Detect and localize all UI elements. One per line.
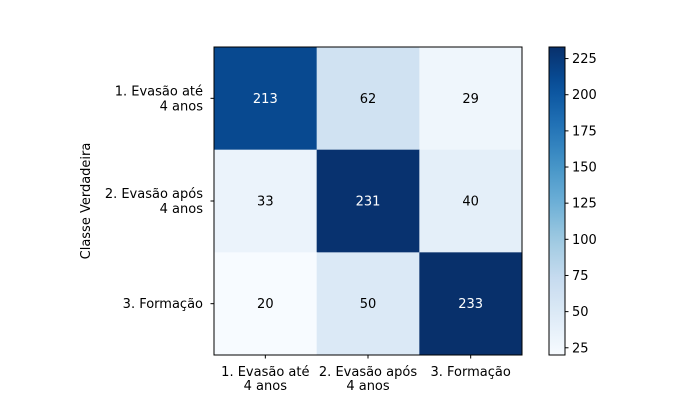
heatmap-frame [213, 46, 523, 356]
heatmap-cell [214, 47, 318, 151]
y-axis-label: Classe Verdadeira [79, 143, 94, 260]
heatmap-cell [214, 252, 318, 356]
colorbar-tick-label: 50 [572, 305, 589, 320]
y-tick-label: 1. Evasão até [115, 84, 203, 99]
heatmap-cell [316, 252, 420, 356]
colorbar-tick-label: 225 [572, 52, 597, 67]
heatmap-cell [214, 149, 318, 253]
colorbar: 25 50 75 100 125 150 175 200 225 [548, 46, 597, 356]
cell-value-label: 33 [257, 195, 274, 210]
cell-value-label: 62 [360, 92, 377, 107]
heatmap-cell [419, 252, 523, 356]
heatmap-cell [419, 47, 523, 151]
colorbar-tick-label: 150 [572, 161, 597, 176]
cell-value-label: 231 [356, 195, 381, 210]
colorbar-tick-label: 25 [572, 341, 589, 356]
colorbar-tick-label: 175 [572, 124, 597, 139]
cell-value-label: 50 [360, 297, 377, 312]
cell-value-label: 29 [462, 92, 479, 107]
cell-value-label: 213 [253, 92, 278, 107]
x-tick-label: 4 anos [346, 379, 390, 394]
y-tick-label: 4 anos [160, 99, 204, 114]
colorbar-tick-label: 75 [572, 269, 589, 284]
heatmap-cell [419, 149, 523, 253]
cell-value-label: 233 [458, 297, 483, 312]
x-tick-label: 2. Evasão após [319, 365, 417, 380]
heatmap-cells: 213 62 29 33 231 40 20 50 233 [214, 47, 523, 356]
colorbar-gradient [548, 46, 566, 356]
cell-value-label: 40 [462, 195, 479, 210]
colorbar-tick-label: 100 [572, 233, 597, 248]
x-tick-label: 3. Formação [431, 365, 511, 380]
y-tick-label: 3. Formação [123, 297, 203, 312]
heatmap-cell [316, 47, 420, 151]
x-tick-label: 4 anos [244, 379, 288, 394]
x-tick-label: 1. Evasão até [221, 365, 309, 380]
colorbar-tick-label: 125 [572, 197, 597, 212]
cell-value-label: 20 [257, 297, 274, 312]
y-tick-label: 2. Evasão após [105, 187, 203, 202]
colorbar-tick-label: 200 [572, 88, 597, 103]
heatmap-cell [316, 149, 420, 253]
y-tick-label: 4 anos [160, 202, 204, 217]
